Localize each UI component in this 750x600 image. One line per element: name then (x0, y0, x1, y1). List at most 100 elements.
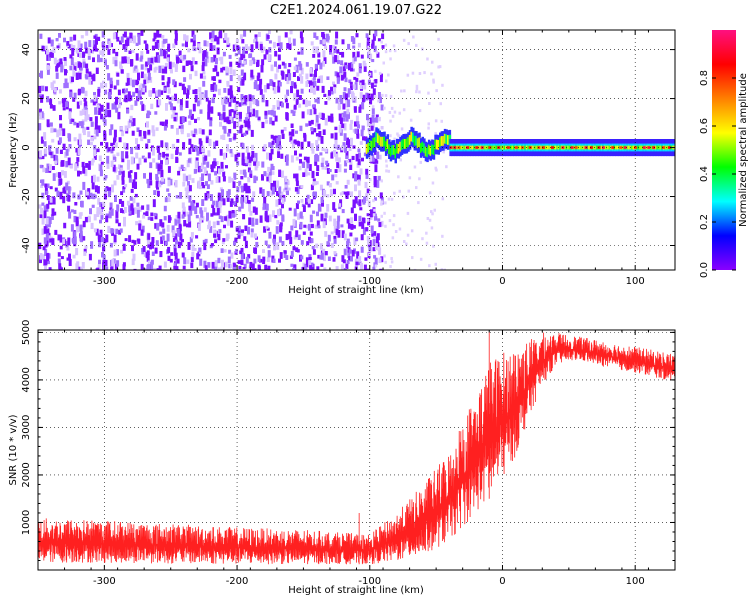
spectrogram-cell (41, 228, 45, 235)
spectrogram-cell (305, 198, 308, 205)
spectrogram-cell (224, 33, 228, 41)
spectrogram-cell (517, 145, 521, 150)
spectrogram-cell (430, 226, 434, 230)
colorbar-label: Normalized spectral amplitude (738, 73, 749, 227)
spectrogram-cell (300, 199, 304, 203)
spectrogram-cell (211, 204, 215, 208)
spectrogram-cell (128, 235, 132, 243)
spectrogram-cell (415, 84, 419, 88)
spectrogram-cell (348, 148, 352, 151)
spectrogram-cell (295, 247, 299, 252)
spectrogram-cell (231, 210, 235, 214)
spectrogram-cell (87, 163, 91, 170)
spectrogram-cell (251, 144, 254, 151)
spectrogram-cell (307, 202, 311, 208)
spectrogram-cell (44, 183, 48, 188)
spectrogram-cell (330, 117, 334, 123)
spectrogram-cell (111, 146, 115, 151)
spectrogram-cell (252, 59, 256, 65)
spectrogram-cell (147, 152, 151, 159)
spectrogram-cell (102, 46, 106, 52)
spectrogram-cell (295, 98, 299, 105)
spectrogram-cell (185, 191, 189, 199)
spectrogram-cell (176, 56, 179, 64)
spectrogram-cell (286, 180, 290, 186)
spectrogram-cell (181, 116, 185, 123)
spectrogram-cell (179, 57, 183, 63)
spectrogram-cell (105, 215, 109, 223)
spectrogram-cell (583, 145, 586, 150)
spectrogram-cell (199, 166, 203, 172)
spectrogram-cell (252, 108, 256, 117)
spectrogram-cell (287, 187, 291, 191)
spectrogram-cell (228, 102, 232, 107)
spectrogram-cell (281, 202, 284, 209)
spectrogram-cell (278, 64, 282, 69)
colorbar-ticks: 0.00.20.40.60.8 (699, 70, 736, 278)
spectrogram-cell (132, 253, 136, 261)
spectrogram-cell (437, 37, 440, 41)
spectrogram-cell (161, 40, 165, 48)
spectrogram-cell (293, 66, 297, 71)
spectrogram-cell (289, 30, 293, 35)
spectrogram-cell (85, 68, 89, 74)
spectrogram-cell (247, 188, 251, 194)
spectrogram-cell (158, 265, 162, 270)
spectrogram-cell (142, 214, 146, 219)
spectrogram-cell (209, 117, 213, 121)
spectrogram-cell (330, 133, 334, 139)
spectrogram-cell (188, 195, 192, 203)
spectrogram-cell (433, 208, 436, 212)
spectrogram-cell (210, 194, 213, 201)
spectrogram-cell (374, 79, 378, 84)
spectrogram-cell (95, 67, 99, 74)
spectrogram-cell (143, 73, 147, 80)
spectrogram-cell (362, 60, 366, 66)
spectrogram-cell (207, 104, 211, 113)
spectrogram-cell (215, 140, 219, 146)
spectrogram-cell (329, 45, 333, 53)
spectrogram-cell (380, 220, 384, 227)
snr-series-line (38, 332, 675, 565)
spectrogram-cell (324, 118, 328, 126)
spectrogram-cell (393, 110, 397, 114)
spectrogram-cell (363, 264, 367, 270)
spectrogram-cell (141, 155, 145, 159)
spectrogram-cell (263, 144, 267, 150)
spectrogram-cell (120, 69, 124, 74)
spectrogram-cell (242, 54, 246, 59)
spectrogram-cell (374, 164, 378, 173)
spectrogram-cell (149, 180, 153, 186)
spectrogram-cell (347, 223, 351, 229)
spectrogram-cell (97, 234, 101, 242)
spectrogram-cell (67, 205, 71, 212)
spectrogram-cell (295, 230, 299, 238)
spectrogram-cell (177, 211, 181, 219)
spectrogram-cell (492, 145, 495, 150)
spectrogram-cell (133, 268, 137, 270)
spectrogram-cell (308, 236, 311, 241)
spectrogram-cell (149, 242, 152, 250)
spectrogram-cell (212, 221, 216, 229)
spectrogram-cell (167, 43, 171, 49)
colorbar-tick-label: 0.4 (699, 166, 710, 182)
spectrogram-cell (82, 220, 86, 228)
spectrogram-cell (323, 189, 327, 197)
spectrogram-cell (296, 89, 300, 98)
spectrogram-cell (222, 104, 226, 112)
spectrogram-cell (302, 172, 306, 177)
spectrogram-cell (151, 241, 155, 249)
spectrogram-cell (359, 141, 363, 145)
spectrogram-cell (154, 111, 158, 115)
spectrogram-cell (102, 116, 106, 122)
spectrogram-cell (170, 69, 173, 74)
spectrogram-cell (188, 109, 192, 116)
spectrogram-cell (222, 125, 226, 130)
spectrogram-cell (310, 119, 314, 125)
spectrogram-cell (222, 198, 226, 206)
spectrogram-cell (174, 38, 178, 46)
spectrogram-cell (66, 257, 70, 261)
spectrogram-cell (118, 170, 122, 176)
spectrogram-cell (212, 93, 216, 98)
spectrogram-cell (441, 197, 445, 201)
